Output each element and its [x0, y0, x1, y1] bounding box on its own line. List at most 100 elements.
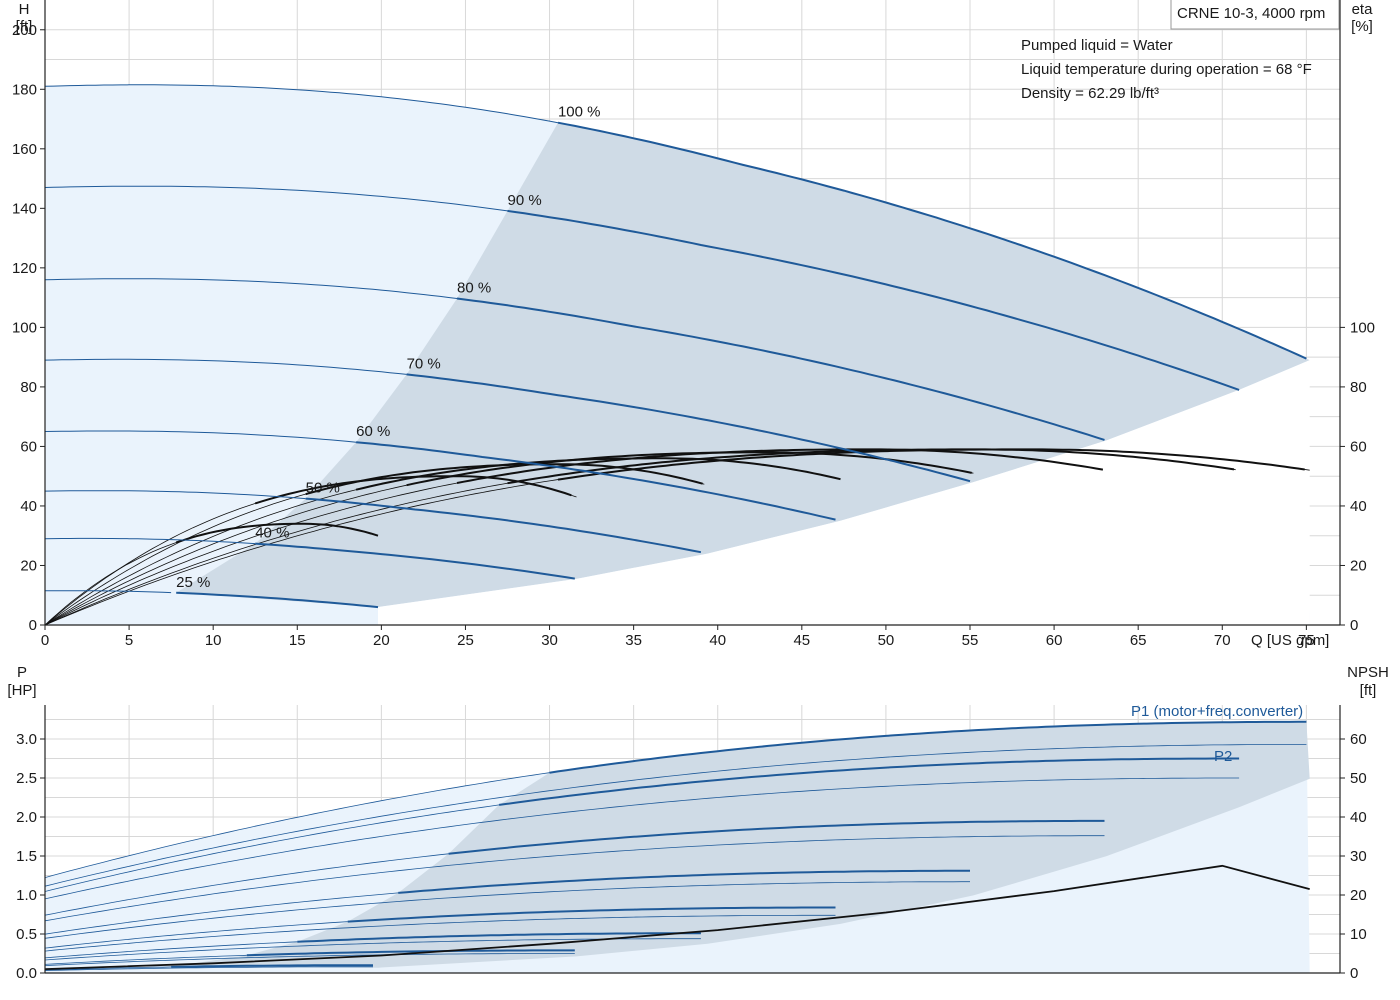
head-curve-thin [44, 84, 559, 124]
y-tick-label-right: 50 [1350, 770, 1367, 787]
p1-curve-thin [44, 892, 399, 935]
y-axis-label-h: H [19, 1, 30, 18]
speed-label: 40 % [255, 525, 289, 542]
x-tick-label: 50 [878, 632, 895, 649]
annotation-density: Density = 62.29 lb/ft³ [1021, 85, 1159, 102]
p1-curve-thin [44, 966, 172, 971]
head-curve [406, 373, 971, 483]
x-tick-label: 45 [793, 632, 810, 649]
head-curve [557, 121, 1307, 360]
x-tick-label: 75 [1298, 632, 1315, 649]
y-tick-label-right: 20 [1350, 557, 1367, 574]
y-tick-label-left: 1.0 [16, 887, 37, 904]
x-tick-label: 10 [205, 632, 222, 649]
y-tick-label-left: 1.5 [16, 848, 37, 865]
speed-label: 50 % [306, 480, 340, 497]
x-tick-label: 35 [625, 632, 642, 649]
y-tick-label-left: 0.5 [16, 926, 37, 943]
efficiency-curve [456, 448, 1104, 484]
p2-curve [44, 744, 1307, 887]
speed-label: 70 % [407, 355, 441, 372]
y-axis-unit-hp: [HP] [7, 682, 36, 699]
chart-title: CRNE 10-3, 4000 rpm [1177, 5, 1325, 22]
y-tick-label-left: 0.0 [16, 965, 37, 982]
y-tick-label-right: 100 [1350, 319, 1375, 336]
y-axis-unit-ft: [ft] [16, 18, 33, 35]
annotation-liquid: Pumped liquid = Water [1021, 37, 1173, 54]
y-tick-label-left: 140 [12, 200, 37, 217]
speed-label: 60 % [356, 423, 390, 440]
x-tick-label: 30 [541, 632, 558, 649]
x-tick-label: 40 [709, 632, 726, 649]
p1-curve [448, 819, 1105, 855]
y-axis-unit-npsh-ft: [ft] [1360, 682, 1377, 699]
p1-curve [347, 906, 836, 923]
y-tick-label-right: 0 [1350, 965, 1358, 982]
head-efficiency-chart: 100 % 90 % 80 % 70 % 60 % 50 % 40 % 25 % 0 5 10 15… [12, 0, 1375, 649]
p1-curve [549, 720, 1307, 774]
y-tick-label-left: 100 [12, 319, 37, 336]
head-curve-thin [44, 490, 306, 500]
p1-curve-thin [44, 772, 550, 878]
p1-curve-thin [44, 804, 500, 892]
head-curves: 100 % 90 % 80 % 70 % 60 % 50 % 40 % 25 % [44, 84, 1307, 609]
y-tick-label-left: 60 [20, 438, 37, 455]
head-curve [356, 441, 836, 521]
x-axis-label: Q [US gpm] [1251, 632, 1329, 649]
title-box [1170, 0, 1340, 30]
p2-curve [44, 914, 836, 952]
top-operating-regions [45, 84, 1310, 626]
x-tick-label: 25 [457, 632, 474, 649]
y-tick-label-left: 0 [29, 617, 37, 634]
x-tick-label: 70 [1214, 632, 1231, 649]
region-below-operating [378, 360, 1310, 625]
head-curve [176, 591, 379, 609]
y-tick-label-right: 0 [1350, 617, 1358, 634]
y-tick-label-left: 2.0 [16, 809, 37, 826]
y-tick-label-right: 20 [1350, 887, 1367, 904]
x-tick-label: 60 [1046, 632, 1063, 649]
x-tick-label: 5 [125, 632, 133, 649]
p1-curve-thin [44, 941, 298, 959]
p1-curve [171, 964, 373, 968]
p2-curve [44, 953, 575, 966]
head-curve-thin [44, 358, 407, 375]
efficiency-curve [175, 522, 379, 544]
efficiency-curve [355, 457, 841, 491]
p2-curve [44, 881, 970, 939]
npsh-curve [44, 864, 1310, 970]
x-tick-label: 20 [373, 632, 390, 649]
y-tick-label-left: 40 [20, 498, 37, 515]
head-curve [456, 297, 1105, 441]
p1-curve [246, 949, 575, 957]
speed-label: 80 % [457, 279, 491, 296]
region-dark [171, 721, 1310, 968]
head-curve-thin [44, 430, 357, 443]
y-tick-label-left: 120 [12, 260, 37, 277]
y-axis-label-npsh: NPSH [1347, 664, 1389, 681]
head-curve-thin [44, 590, 172, 594]
head-curve [507, 209, 1240, 391]
annotation-temperature: Liquid temperature during operation = 68… [1021, 61, 1312, 78]
p1-curve-thin [44, 921, 348, 949]
head-curve-thin [44, 537, 256, 545]
y-tick-label-right: 60 [1350, 438, 1367, 455]
x-tick-label: 65 [1130, 632, 1147, 649]
x-tick-label: 0 [41, 632, 49, 649]
y-tick-label-left: 160 [12, 141, 37, 158]
head-curve-thin [44, 185, 508, 212]
efficiency-curve [254, 475, 572, 505]
speed-label: 25 % [176, 574, 210, 591]
y-axis-label-p: P [17, 664, 27, 681]
y-tick-label-left: 80 [20, 379, 37, 396]
y-tick-label-left: 20 [20, 557, 37, 574]
p2-curve [44, 777, 1240, 900]
p1-series-label: P1 (motor+freq.converter) [1131, 703, 1303, 720]
speed-label: 100 % [558, 104, 601, 121]
x-tick-label: 15 [289, 632, 306, 649]
p1-curve [498, 757, 1240, 806]
y-axis-unit-pct: [%] [1351, 18, 1373, 35]
p1-curve-thin [44, 853, 449, 916]
power-npsh-chart: 0.0 0.5 1.0 1.5 2.0 2.5 3.0 0 10 20 30 40 50 60 P [HP… [7, 664, 1388, 982]
y-tick-label-left: 2.5 [16, 770, 37, 787]
